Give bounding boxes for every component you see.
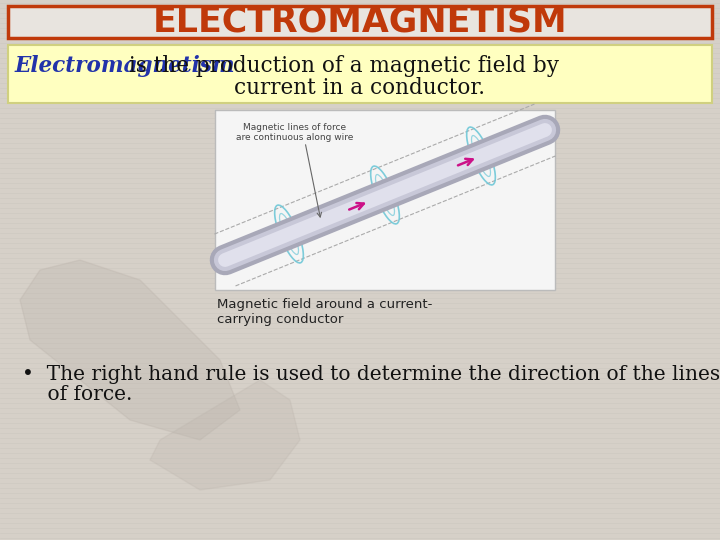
Text: Magnetic field around a current-
carrying conductor: Magnetic field around a current- carryin… bbox=[217, 298, 433, 326]
Text: Electromagnetism: Electromagnetism bbox=[14, 55, 235, 77]
Polygon shape bbox=[150, 380, 300, 490]
Text: ELECTROMAGNETISM: ELECTROMAGNETISM bbox=[153, 5, 567, 39]
Bar bbox=[215, 110, 555, 290]
Polygon shape bbox=[20, 260, 240, 440]
FancyBboxPatch shape bbox=[215, 110, 555, 290]
FancyBboxPatch shape bbox=[8, 45, 712, 103]
Text: current in a conductor.: current in a conductor. bbox=[235, 77, 485, 99]
Text: Magnetic lines of force: Magnetic lines of force bbox=[243, 124, 346, 132]
Text: are continuous along wire: are continuous along wire bbox=[236, 132, 354, 141]
Text: of force.: of force. bbox=[22, 385, 132, 404]
Text: •  The right hand rule is used to determine the direction of the lines: • The right hand rule is used to determi… bbox=[22, 365, 720, 384]
Text: is the production of a magnetic field by: is the production of a magnetic field by bbox=[122, 55, 559, 77]
FancyBboxPatch shape bbox=[8, 6, 712, 38]
